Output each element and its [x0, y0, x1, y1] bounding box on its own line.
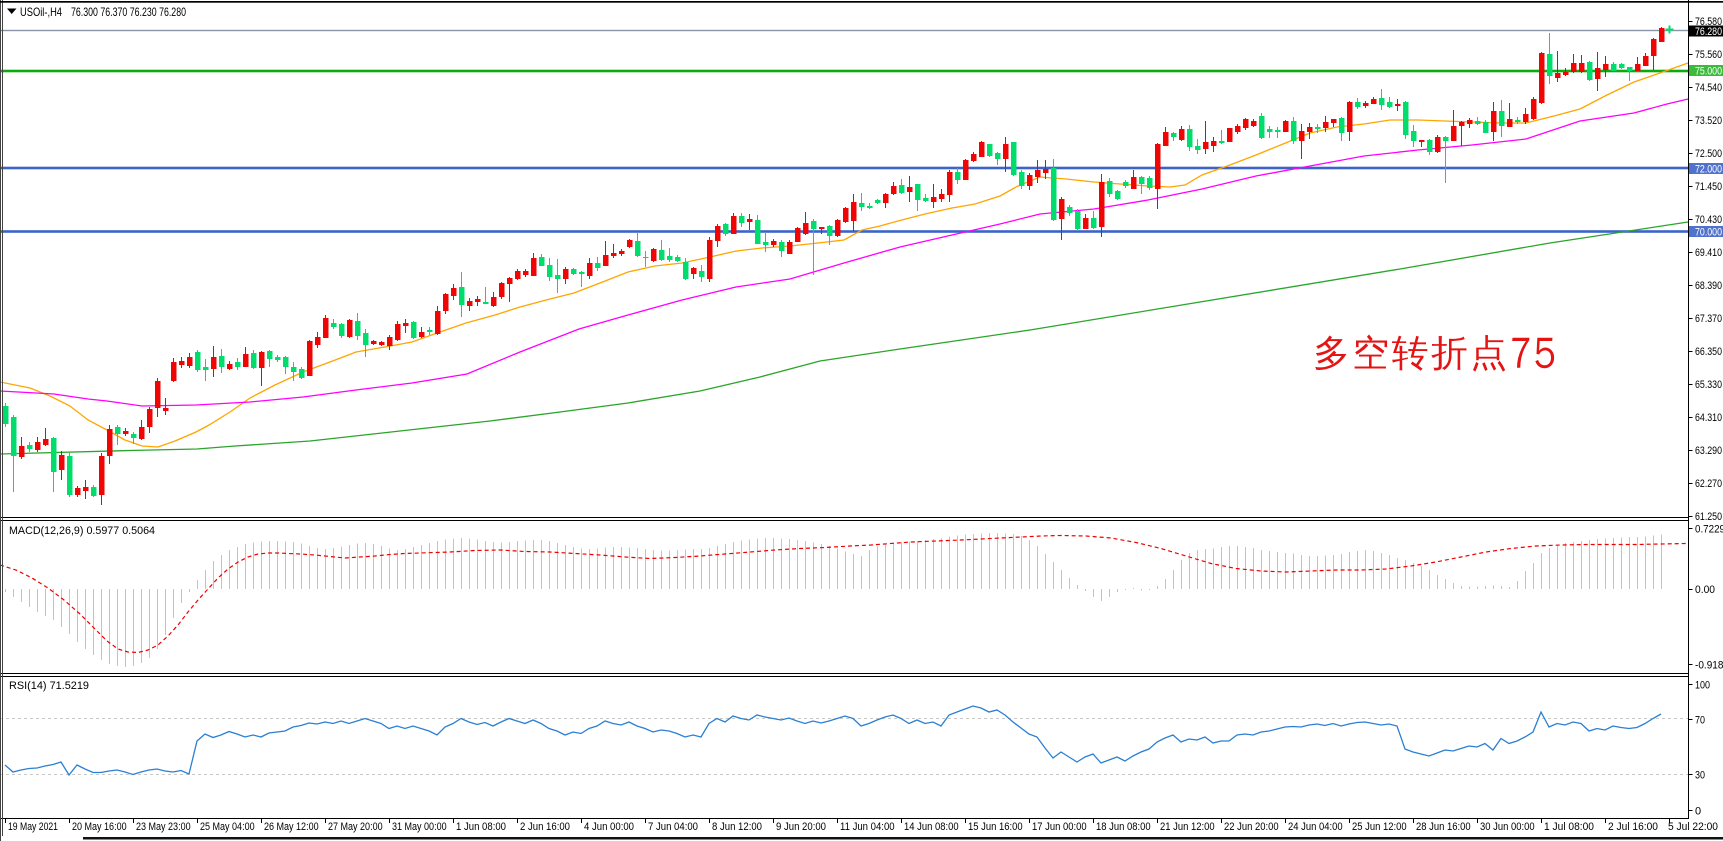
- svg-text:1 Jul 08:00: 1 Jul 08:00: [1544, 821, 1594, 833]
- svg-text:70: 70: [1695, 715, 1705, 727]
- svg-text:4 Jun 00:00: 4 Jun 00:00: [584, 821, 634, 833]
- svg-text:69.410: 69.410: [1695, 247, 1722, 259]
- svg-text:24 Jun 04:00: 24 Jun 04:00: [1288, 821, 1343, 833]
- svg-text:5 Jul 22:00: 5 Jul 22:00: [1668, 821, 1718, 833]
- svg-text:73.520: 73.520: [1695, 115, 1722, 127]
- svg-text:71.450: 71.450: [1695, 181, 1722, 193]
- svg-text:19 May 2021: 19 May 2021: [8, 821, 58, 833]
- svg-text:25 May 04:00: 25 May 04:00: [200, 821, 255, 833]
- svg-text:30: 30: [1695, 770, 1705, 782]
- svg-text:0.7229: 0.7229: [1695, 524, 1723, 536]
- svg-text:RSI(14) 71.5219: RSI(14) 71.5219: [9, 680, 89, 692]
- svg-text:76.300 76.370 76.230 76.280: 76.300 76.370 76.230 76.280: [71, 5, 186, 19]
- svg-text:72.000: 72.000: [1695, 164, 1722, 176]
- svg-text:8 Jun 12:00: 8 Jun 12:00: [712, 821, 762, 833]
- svg-text:64.310: 64.310: [1695, 412, 1722, 424]
- svg-text:11 Jun 04:00: 11 Jun 04:00: [840, 821, 895, 833]
- svg-text:66.350: 66.350: [1695, 346, 1722, 358]
- svg-text:17 Jun 00:00: 17 Jun 00:00: [1032, 821, 1087, 833]
- svg-text:2 Jun 16:00: 2 Jun 16:00: [520, 821, 570, 833]
- svg-text:7 Jun 04:00: 7 Jun 04:00: [648, 821, 698, 833]
- svg-text:14 Jun 08:00: 14 Jun 08:00: [904, 821, 959, 833]
- svg-text:76.280: 76.280: [1695, 26, 1722, 38]
- svg-text:0: 0: [1695, 806, 1701, 818]
- svg-text:USOil-,H4: USOil-,H4: [20, 5, 62, 19]
- svg-text:62.270: 62.270: [1695, 478, 1722, 490]
- svg-text:100: 100: [1695, 680, 1710, 692]
- svg-text:76.580: 76.580: [1695, 16, 1722, 28]
- svg-text:65.330: 65.330: [1695, 379, 1722, 391]
- svg-text:67.370: 67.370: [1695, 313, 1722, 325]
- svg-text:25 Jun 12:00: 25 Jun 12:00: [1352, 821, 1407, 833]
- svg-text:75.560: 75.560: [1695, 49, 1722, 61]
- svg-text:22 Jun 20:00: 22 Jun 20:00: [1224, 821, 1279, 833]
- svg-text:75.000: 75.000: [1695, 66, 1722, 78]
- svg-text:26 May 12:00: 26 May 12:00: [264, 821, 319, 833]
- svg-text:72.500: 72.500: [1695, 148, 1722, 160]
- svg-text:31 May 00:00: 31 May 00:00: [392, 821, 447, 833]
- svg-text:27 May 20:00: 27 May 20:00: [328, 821, 383, 833]
- svg-text:2 Jul 16:00: 2 Jul 16:00: [1608, 821, 1658, 833]
- svg-text:9 Jun 20:00: 9 Jun 20:00: [776, 821, 826, 833]
- svg-text:21 Jun 12:00: 21 Jun 12:00: [1160, 821, 1215, 833]
- svg-text:MACD(12,26,9) 0.5977 0.5064: MACD(12,26,9) 0.5977 0.5064: [9, 525, 155, 537]
- svg-text:28 Jun 16:00: 28 Jun 16:00: [1416, 821, 1471, 833]
- svg-text:61.250: 61.250: [1695, 511, 1722, 523]
- svg-text:70.430: 70.430: [1695, 214, 1722, 226]
- svg-text:20 May 16:00: 20 May 16:00: [72, 821, 127, 833]
- svg-text:18 Jun 08:00: 18 Jun 08:00: [1096, 821, 1151, 833]
- svg-text:70.000: 70.000: [1695, 227, 1722, 239]
- svg-text:30 Jun 00:00: 30 Jun 00:00: [1480, 821, 1535, 833]
- svg-text:1 Jun 08:00: 1 Jun 08:00: [456, 821, 506, 833]
- svg-text:74.540: 74.540: [1695, 82, 1722, 94]
- svg-text:0.00: 0.00: [1695, 584, 1715, 596]
- svg-text:68.390: 68.390: [1695, 280, 1722, 292]
- svg-text:15 Jun 16:00: 15 Jun 16:00: [968, 821, 1023, 833]
- svg-text:63.290: 63.290: [1695, 445, 1722, 457]
- svg-text:-0.9185: -0.9185: [1695, 660, 1723, 672]
- svg-text:23 May 23:00: 23 May 23:00: [136, 821, 191, 833]
